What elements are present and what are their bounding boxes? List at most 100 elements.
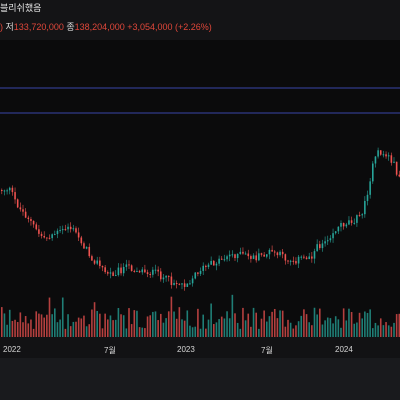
volume-bar	[75, 321, 77, 337]
volume-bar	[109, 315, 112, 337]
candle	[109, 272, 112, 274]
volume-bar	[56, 322, 59, 337]
volume-bar	[303, 309, 305, 337]
candle	[162, 277, 165, 280]
volume-bar	[117, 308, 120, 337]
volume-bar	[385, 322, 387, 337]
volume-bar	[199, 328, 202, 337]
candle	[125, 264, 128, 267]
volume-bar	[255, 312, 257, 337]
header-title: 블리쉬했음	[0, 1, 41, 14]
candle	[387, 155, 390, 157]
candle	[83, 243, 85, 249]
volume-bar	[319, 308, 321, 337]
candle	[93, 260, 96, 264]
candle	[24, 211, 27, 218]
volume-bar	[393, 322, 395, 337]
candle	[85, 246, 88, 249]
volume-bar	[46, 314, 48, 337]
candle	[287, 260, 289, 262]
volume-bar	[311, 325, 313, 337]
volume-bar	[197, 308, 199, 337]
volume-bar	[390, 326, 393, 337]
volume-bar	[24, 316, 27, 337]
candle	[51, 234, 53, 239]
candle	[157, 269, 159, 272]
volume-bar	[157, 320, 159, 337]
candle	[255, 255, 257, 261]
candle	[104, 267, 106, 273]
candle	[46, 237, 48, 239]
candle	[32, 220, 35, 225]
candles	[1, 147, 400, 291]
candle	[165, 275, 167, 278]
candle	[226, 256, 228, 260]
candle	[43, 235, 45, 238]
candle	[366, 194, 369, 201]
candle	[189, 283, 191, 285]
volume-bar	[112, 320, 114, 337]
candle	[77, 232, 80, 238]
candle	[175, 282, 178, 284]
horizontal-lines	[0, 87, 400, 114]
volume-bar	[202, 314, 204, 337]
candle	[340, 223, 342, 227]
volume-bar	[220, 316, 223, 337]
ohlc-close-value: 138,204,000	[74, 22, 125, 32]
candle	[67, 226, 69, 230]
candle	[167, 275, 170, 277]
candle	[30, 219, 32, 221]
volume-bar	[38, 313, 40, 337]
candle	[22, 209, 24, 212]
candle	[88, 246, 91, 257]
volume-bar	[96, 310, 98, 337]
volume-bar	[43, 317, 45, 337]
volume-bar	[287, 319, 289, 337]
volume-bar	[178, 307, 181, 337]
candle	[59, 230, 61, 232]
x-axis-label-2022: 2022	[3, 345, 21, 354]
volume-bar	[160, 313, 162, 337]
volume-bar	[175, 318, 178, 337]
volume-bar	[226, 311, 228, 337]
volume-bar	[138, 327, 141, 337]
volume-bar	[54, 308, 56, 337]
volume-bar	[141, 327, 144, 337]
volume-bar	[223, 318, 226, 337]
volume-bar	[3, 313, 6, 337]
volume-bar	[205, 328, 207, 337]
volume-bar	[284, 326, 287, 337]
volume-bar	[321, 324, 324, 337]
volume-bar	[358, 312, 361, 337]
candle	[231, 254, 234, 256]
volume-bar	[271, 311, 273, 337]
candle	[369, 181, 371, 195]
volume-bar	[183, 320, 186, 337]
volume-bar	[181, 319, 183, 337]
volume-bar	[234, 313, 236, 337]
volume-bar	[356, 322, 358, 337]
candle	[266, 254, 268, 257]
header-title-text: 블리쉬했음	[0, 3, 42, 13]
candle	[99, 260, 101, 267]
volume-bar	[72, 321, 75, 337]
volume-bar	[83, 315, 85, 337]
candle	[16, 199, 19, 208]
volume-bar	[350, 312, 353, 337]
volume-bar	[250, 326, 252, 337]
candle	[271, 249, 273, 252]
ohlc-paren-fragment: )	[0, 22, 3, 32]
price-chart[interactable]	[0, 0, 400, 340]
candle	[69, 226, 72, 230]
candle	[297, 256, 300, 264]
volume-bar	[167, 311, 170, 337]
volume-bar	[242, 307, 244, 337]
candle	[197, 272, 199, 274]
candle	[64, 229, 67, 231]
candle	[244, 253, 247, 255]
candle	[395, 161, 398, 175]
volume-bar	[374, 322, 377, 337]
volume-bar	[372, 328, 374, 337]
candle	[284, 254, 287, 261]
candle	[202, 265, 204, 271]
